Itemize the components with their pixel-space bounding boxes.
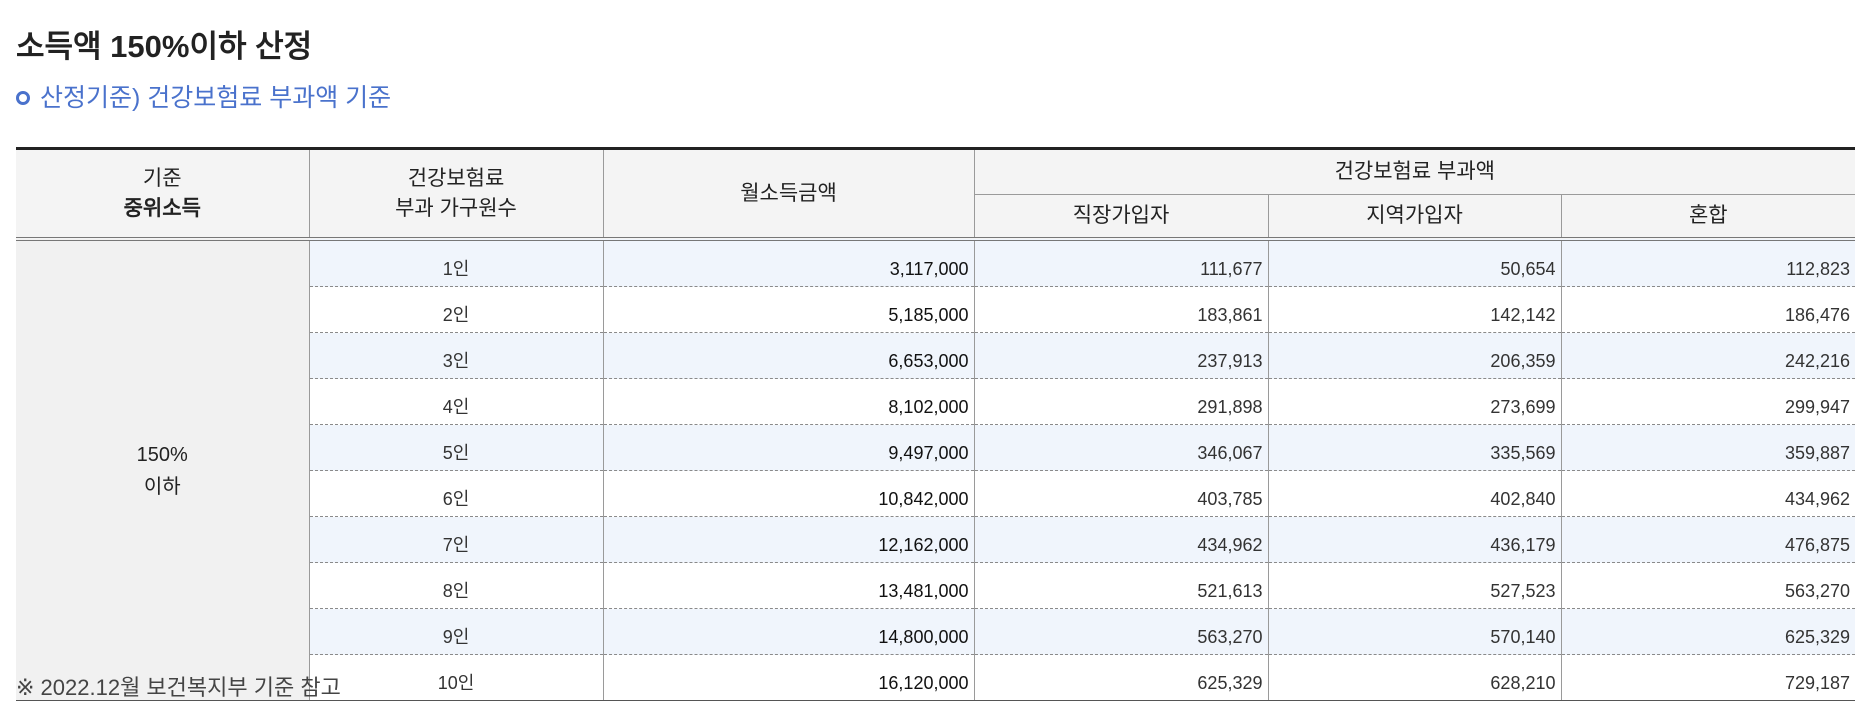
cell-persons: 3인 — [308, 332, 603, 379]
table-row: 5인 9,497,000 346,067 335,569 359,887 — [16, 424, 1856, 471]
cell-regional: 436,179 — [1267, 516, 1561, 563]
cell-regional: 273,699 — [1267, 378, 1561, 425]
cell-mixed: 299,947 — [1560, 378, 1856, 425]
cell-persons: 8인 — [308, 562, 603, 609]
cell-persons: 5인 — [308, 424, 603, 471]
header-household-size: 건강보험료 부과 가구원수 — [308, 147, 604, 241]
base-label-line1: 150% — [136, 443, 188, 466]
cell-employee: 434,962 — [973, 516, 1268, 563]
table-row: 8인 13,481,000 521,613 527,523 563,270 — [16, 562, 1856, 609]
table-body: 150% 이하 1인 3,117,000 111,677 50,654 112,… — [16, 239, 1856, 701]
cell-persons: 6인 — [308, 470, 603, 517]
header-monthly-income: 월소득금액 — [602, 147, 975, 241]
cell-income: 13,481,000 — [602, 562, 974, 609]
cell-regional: 50,654 — [1267, 239, 1561, 287]
cell-income: 10,842,000 — [602, 470, 974, 517]
header-persons-line1: 건강보험료 — [407, 166, 505, 190]
table-row: 150% 이하 1인 3,117,000 111,677 50,654 112,… — [16, 239, 1856, 701]
cell-income: 8,102,000 — [602, 378, 974, 425]
cell-mixed: 729,187 — [1560, 654, 1856, 701]
cell-employee: 521,613 — [973, 562, 1268, 609]
base-label-line2: 이하 — [143, 475, 181, 498]
cell-persons: 10인 — [308, 654, 603, 701]
table-row: 3인 6,653,000 237,913 206,359 242,216 — [16, 332, 1856, 379]
cell-employee: 346,067 — [973, 424, 1268, 471]
circle-bullet-icon — [16, 91, 30, 105]
cell-regional: 527,523 — [1267, 562, 1561, 609]
income-table-container: 기준 중위소득 건강보험료 부과 가구원수 월소득금액 건강보험료 부과액 직장… — [16, 147, 1856, 701]
cell-mixed: 112,823 — [1560, 239, 1856, 287]
cell-regional: 335,569 — [1267, 424, 1561, 471]
table-row: 4인 8,102,000 291,898 273,699 299,947 — [16, 378, 1856, 425]
cell-employee: 111,677 — [973, 239, 1268, 287]
table-row: 2인 5,185,000 183,861 142,142 186,476 — [16, 286, 1856, 333]
cell-regional: 628,210 — [1267, 654, 1561, 701]
cell-persons: 4인 — [308, 378, 603, 425]
header-mixed: 혼합 — [1560, 194, 1856, 241]
footnote: ※ 2022.12월 보건복지부 기준 참고 — [16, 675, 341, 700]
cell-mixed: 625,329 — [1560, 608, 1856, 655]
subtitle-text: 산정기준) 건강보험료 부과액 기준 — [40, 84, 392, 112]
cell-mixed: 359,887 — [1560, 424, 1856, 471]
cell-income: 14,800,000 — [602, 608, 974, 655]
base-median-cell: 150% 이하 — [16, 239, 309, 701]
cell-regional: 570,140 — [1267, 608, 1561, 655]
cell-income: 5,185,000 — [602, 286, 974, 333]
header-base-median-income: 기준 중위소득 — [16, 147, 310, 241]
header-persons-line2: 부과 가구원수 — [395, 196, 517, 220]
cell-income: 6,653,000 — [602, 332, 974, 379]
income-table: 기준 중위소득 건강보험료 부과 가구원수 월소득금액 건강보험료 부과액 직장… — [16, 147, 1856, 701]
cell-income: 12,162,000 — [602, 516, 974, 563]
cell-employee: 237,913 — [973, 332, 1268, 379]
cell-regional: 206,359 — [1267, 332, 1561, 379]
cell-employee: 183,861 — [973, 286, 1268, 333]
cell-persons: 2인 — [308, 286, 603, 333]
table-row: 6인 10,842,000 403,785 402,840 434,962 — [16, 470, 1856, 517]
table-row: 10인 16,120,000 625,329 628,210 729,187 — [16, 654, 1856, 701]
cell-income: 16,120,000 — [602, 654, 974, 701]
cell-regional: 402,840 — [1267, 470, 1561, 517]
cell-persons: 9인 — [308, 608, 603, 655]
cell-income: 9,497,000 — [602, 424, 974, 471]
cell-regional: 142,142 — [1267, 286, 1561, 333]
header-premium-group: 건강보험료 부과액 — [973, 147, 1856, 195]
cell-mixed: 242,216 — [1560, 332, 1856, 379]
cell-mixed: 476,875 — [1560, 516, 1856, 563]
table-header: 기준 중위소득 건강보험료 부과 가구원수 월소득금액 건강보험료 부과액 직장… — [16, 147, 1856, 241]
cell-persons: 7인 — [308, 516, 603, 563]
table-row: 7인 12,162,000 434,962 436,179 476,875 — [16, 516, 1856, 563]
header-base-line2: 중위소득 — [123, 196, 201, 220]
header-regional: 지역가입자 — [1267, 194, 1562, 241]
cell-income: 3,117,000 — [602, 239, 974, 287]
cell-mixed: 563,270 — [1560, 562, 1856, 609]
cell-employee: 291,898 — [973, 378, 1268, 425]
cell-employee: 403,785 — [973, 470, 1268, 517]
header-base-line1: 기준 — [142, 166, 182, 190]
page-title: 소득액 150%이하 산정 — [16, 29, 313, 64]
header-employee: 직장가입자 — [974, 194, 1269, 241]
cell-employee: 563,270 — [973, 608, 1268, 655]
table-row: 9인 14,800,000 563,270 570,140 625,329 — [16, 608, 1856, 655]
cell-mixed: 186,476 — [1560, 286, 1856, 333]
cell-mixed: 434,962 — [1560, 470, 1856, 517]
cell-employee: 625,329 — [973, 654, 1268, 701]
cell-persons: 1인 — [308, 239, 603, 287]
subtitle: 산정기준) 건강보험료 부과액 기준 — [16, 80, 391, 116]
